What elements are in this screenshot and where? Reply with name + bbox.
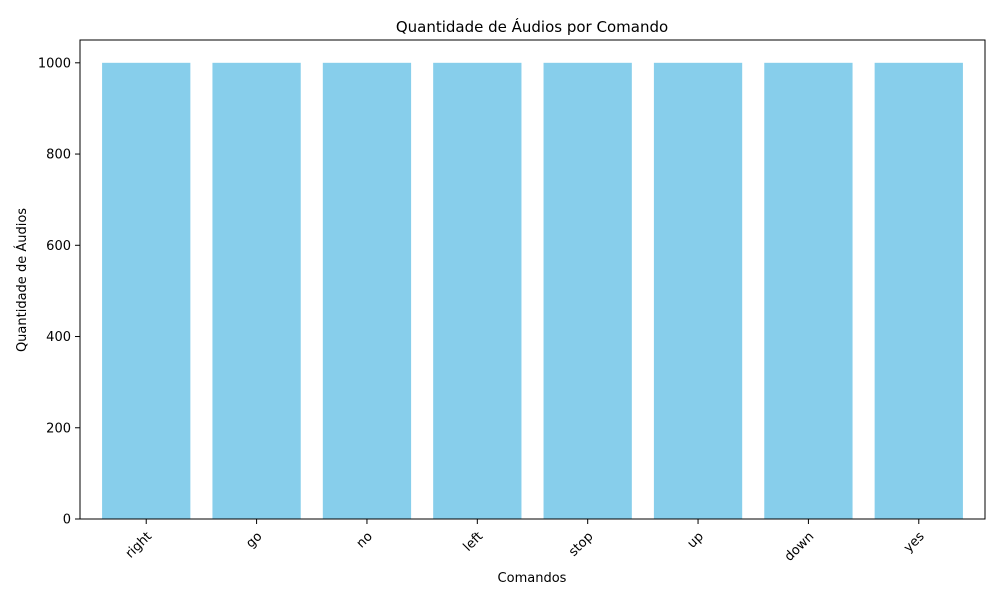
y-tick-label: 600: [46, 239, 71, 254]
bar-right: [102, 62, 191, 520]
bars-group: [102, 62, 963, 520]
x-tick-label-left: left: [461, 529, 487, 555]
y-tick-label: 400: [46, 330, 71, 345]
bar-stop: [543, 62, 632, 520]
y-axis-label: Quantidade de Áudios: [14, 208, 30, 352]
x-axis-ticks: right go no left stop up down yes: [123, 519, 928, 565]
x-tick-label-no: no: [354, 529, 376, 551]
x-tick-label-yes: yes: [901, 529, 928, 556]
plot-frame: [79, 39, 986, 520]
y-tick-label: 800: [46, 148, 71, 163]
x-tick-label-stop: stop: [566, 529, 596, 559]
y-tick-label: 1000: [38, 56, 71, 71]
x-tick-label-go: go: [243, 529, 265, 551]
x-tick-label-up: up: [685, 529, 707, 551]
bar-go: [212, 62, 301, 520]
y-tick-label: 200: [46, 421, 71, 436]
x-tick-label-right: right: [123, 529, 155, 561]
bar-down: [764, 62, 853, 520]
x-axis-label: Comandos: [498, 571, 567, 586]
bar-yes: [874, 62, 963, 520]
bar-up: [653, 62, 743, 520]
y-tick-label: 0: [63, 513, 71, 528]
chart-title: Quantidade de Áudios por Comando: [396, 17, 668, 36]
x-tick-label-down: down: [782, 529, 817, 564]
bar-left: [433, 62, 522, 520]
y-axis-ticks: 0 200 400 600 800 1000: [38, 56, 80, 528]
bar-no: [322, 62, 412, 520]
